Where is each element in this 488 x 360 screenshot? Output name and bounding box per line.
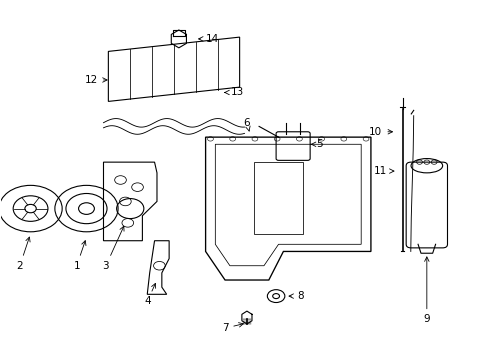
Text: 1: 1 <box>73 241 86 271</box>
Text: 12: 12 <box>84 75 107 85</box>
Text: 10: 10 <box>368 127 392 137</box>
Text: 8: 8 <box>288 291 303 301</box>
Text: 2: 2 <box>17 237 30 271</box>
Text: 13: 13 <box>224 87 244 98</box>
Text: 6: 6 <box>243 118 250 131</box>
Text: 14: 14 <box>198 34 219 44</box>
Text: 7: 7 <box>221 323 243 333</box>
Text: 5: 5 <box>310 139 323 149</box>
Text: 4: 4 <box>143 283 155 306</box>
Text: 3: 3 <box>102 226 124 271</box>
Text: 9: 9 <box>423 257 429 324</box>
Text: 11: 11 <box>373 166 393 176</box>
